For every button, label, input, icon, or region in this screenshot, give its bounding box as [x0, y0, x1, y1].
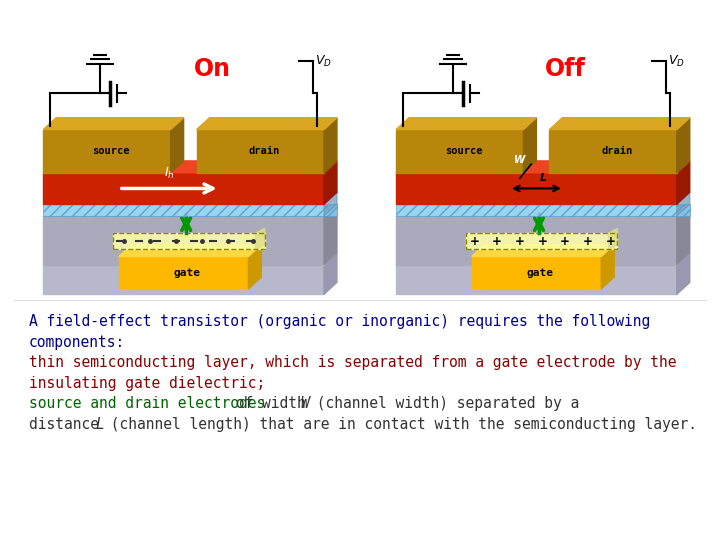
Text: $V_D$: $V_D$ — [668, 53, 685, 69]
Text: distance: distance — [29, 417, 107, 432]
Polygon shape — [119, 256, 248, 289]
Text: gate: gate — [527, 268, 554, 278]
Polygon shape — [113, 233, 265, 249]
Text: (channel length) that are in contact with the semiconducting layer.: (channel length) that are in contact wit… — [102, 417, 697, 432]
Bar — [466, 233, 618, 249]
Polygon shape — [677, 204, 690, 265]
Polygon shape — [171, 118, 184, 173]
Text: W: W — [514, 156, 526, 165]
Polygon shape — [43, 161, 337, 173]
Polygon shape — [43, 216, 324, 265]
Polygon shape — [324, 253, 337, 294]
Polygon shape — [466, 233, 618, 249]
Text: source and drain electrodes: source and drain electrodes — [29, 396, 265, 411]
Bar — [396, 204, 690, 216]
Text: source: source — [445, 146, 482, 156]
Polygon shape — [197, 118, 337, 130]
Text: drain: drain — [601, 146, 633, 156]
Text: Off: Off — [545, 57, 585, 81]
Polygon shape — [43, 130, 171, 173]
Text: +: + — [606, 235, 616, 248]
Polygon shape — [396, 130, 523, 173]
Text: drain: drain — [248, 146, 280, 156]
Text: A field-effect transistor (organic or inorganic) requires the following: A field-effect transistor (organic or in… — [29, 314, 650, 329]
Text: gate: gate — [174, 268, 201, 278]
Text: +: + — [515, 235, 525, 248]
Text: On: On — [194, 57, 231, 81]
Polygon shape — [43, 265, 324, 294]
Text: +: + — [560, 235, 570, 248]
Polygon shape — [472, 245, 614, 256]
Text: source: source — [92, 146, 130, 156]
Bar — [43, 204, 337, 216]
Polygon shape — [396, 173, 677, 204]
Polygon shape — [396, 253, 690, 265]
Polygon shape — [43, 173, 324, 204]
Polygon shape — [43, 118, 184, 130]
Polygon shape — [256, 228, 265, 249]
Polygon shape — [549, 130, 677, 173]
Polygon shape — [549, 118, 690, 130]
Polygon shape — [608, 228, 618, 249]
Text: insulating gate dielectric;: insulating gate dielectric; — [29, 376, 265, 391]
Bar — [113, 233, 265, 249]
Text: +: + — [582, 235, 593, 248]
Text: $V_D$: $V_D$ — [315, 53, 332, 69]
Polygon shape — [677, 192, 690, 216]
Polygon shape — [677, 118, 690, 173]
Text: $I_h$: $I_h$ — [164, 166, 174, 181]
Polygon shape — [43, 253, 337, 265]
Polygon shape — [677, 253, 690, 294]
Polygon shape — [677, 161, 690, 204]
Polygon shape — [396, 265, 677, 294]
Text: L: L — [540, 173, 547, 183]
Polygon shape — [523, 118, 536, 173]
Polygon shape — [324, 192, 337, 216]
Text: +: + — [538, 235, 547, 248]
Polygon shape — [197, 130, 324, 173]
Text: thin semiconducting layer, which is separated from a gate electrode by the: thin semiconducting layer, which is sepa… — [29, 355, 676, 370]
Text: components:: components: — [29, 335, 125, 350]
Polygon shape — [601, 245, 614, 289]
Text: +: + — [492, 235, 502, 248]
Polygon shape — [324, 118, 337, 173]
Polygon shape — [396, 161, 690, 173]
Text: W: W — [301, 396, 310, 411]
Text: +: + — [469, 235, 480, 248]
Polygon shape — [324, 161, 337, 204]
Polygon shape — [324, 204, 337, 265]
Text: (channel width) separated by a: (channel width) separated by a — [308, 396, 580, 411]
Polygon shape — [396, 118, 536, 130]
Polygon shape — [472, 256, 601, 289]
Polygon shape — [119, 245, 261, 256]
Polygon shape — [248, 245, 261, 289]
Polygon shape — [396, 216, 677, 265]
Text: of width: of width — [228, 396, 315, 411]
Text: L: L — [95, 417, 104, 432]
